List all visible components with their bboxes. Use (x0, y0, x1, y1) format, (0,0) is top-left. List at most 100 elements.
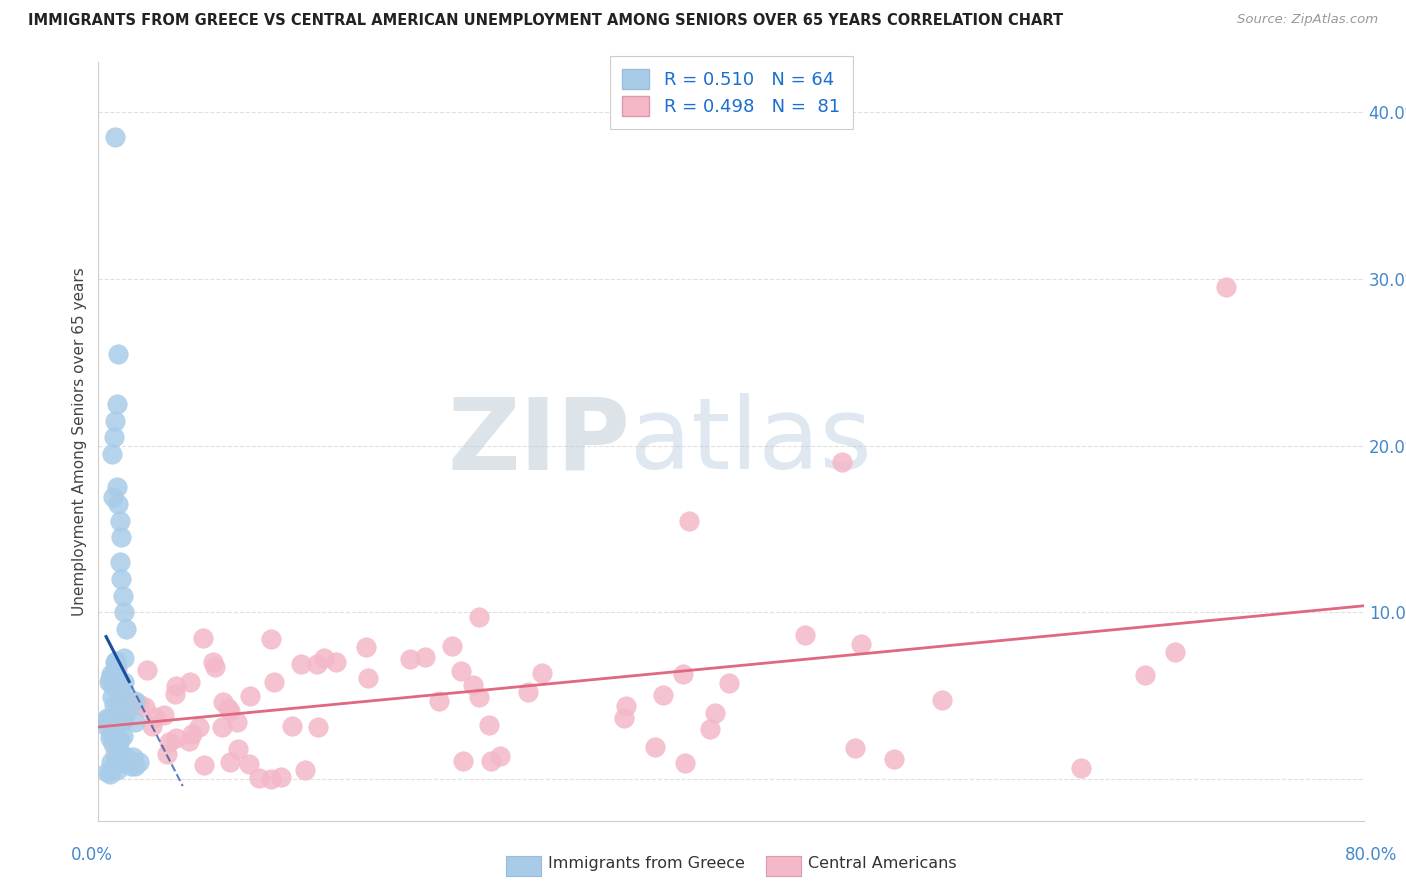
Point (136, 663, 159, 677)
Point (105, 480, 128, 494)
Point (239, 689, 262, 703)
Point (489, 749, 512, 764)
Point (107, 733, 129, 747)
Point (115, 706, 138, 720)
Point (613, 710, 636, 724)
Point (110, 572, 132, 586)
Point (413, 650, 436, 665)
Point (1133, 668, 1156, 682)
Point (165, 731, 187, 745)
Point (180, 726, 202, 740)
Text: 80.0%: 80.0% (1344, 846, 1398, 863)
Point (110, 714, 132, 728)
Point (111, 729, 134, 743)
Point (101, 738, 124, 752)
Point (111, 589, 134, 603)
Text: Central Americans: Central Americans (808, 856, 957, 871)
Point (238, 756, 260, 771)
Point (152, 707, 174, 722)
Text: ZIP: ZIP (447, 393, 630, 490)
Point (112, 651, 135, 665)
Point (114, 748, 136, 763)
Point (121, 696, 143, 710)
Point (134, 700, 156, 714)
Point (226, 742, 249, 756)
Point (104, 713, 127, 727)
Point (312, 650, 335, 665)
Point (831, 455, 853, 469)
Point (704, 706, 727, 720)
Point (467, 610, 489, 624)
Point (105, 706, 128, 721)
Point (110, 682, 132, 697)
Point (111, 714, 134, 729)
Point (121, 749, 143, 764)
Point (794, 628, 817, 642)
Point (101, 673, 124, 687)
Point (461, 678, 484, 692)
Point (104, 747, 127, 761)
Point (294, 763, 316, 777)
Point (101, 679, 124, 693)
Point (179, 675, 201, 690)
Point (104, 414, 127, 428)
Text: 0.0%: 0.0% (70, 846, 112, 863)
Point (1070, 761, 1092, 775)
Text: Source: ZipAtlas.com: Source: ZipAtlas.com (1237, 13, 1378, 27)
Point (104, 130, 127, 145)
Point (673, 756, 696, 770)
Point (110, 733, 132, 747)
Point (100, 727, 122, 741)
Point (644, 739, 666, 754)
Point (399, 651, 422, 665)
Point (931, 693, 953, 707)
Point (103, 490, 125, 504)
Point (531, 666, 554, 681)
Point (103, 734, 125, 748)
Point (120, 694, 142, 708)
Point (290, 657, 312, 671)
Point (202, 655, 225, 669)
Point (98, 673, 121, 687)
Point (166, 679, 188, 693)
Point (218, 704, 240, 718)
Point (96, 765, 118, 780)
Point (678, 514, 700, 528)
Point (110, 530, 132, 544)
Point (159, 735, 181, 749)
Point (450, 664, 472, 678)
Point (100, 755, 122, 769)
Point (468, 690, 491, 704)
Point (307, 657, 329, 671)
Point (260, 632, 283, 647)
Point (325, 656, 347, 670)
Point (108, 688, 131, 702)
Point (104, 665, 127, 680)
Point (97, 674, 120, 689)
Point (128, 755, 150, 769)
Point (105, 764, 128, 778)
Point (219, 755, 242, 769)
Point (96, 720, 118, 734)
Legend: R = 0.510   N = 64, R = 0.498   N =  81: R = 0.510 N = 64, R = 0.498 N = 81 (610, 56, 852, 128)
Point (105, 716, 128, 731)
Point (478, 718, 501, 732)
Point (100, 666, 122, 681)
Point (652, 689, 675, 703)
Point (108, 555, 131, 569)
Point (247, 771, 270, 785)
Text: IMMIGRANTS FROM GREECE VS CENTRAL AMERICAN UNEMPLOYMENT AMONG SENIORS OVER 65 YE: IMMIGRANTS FROM GREECE VS CENTRAL AMERIC… (28, 13, 1063, 29)
Point (105, 397, 128, 411)
Point (225, 715, 247, 730)
Point (114, 605, 136, 619)
Text: atlas: atlas (630, 393, 872, 490)
Y-axis label: Unemployment Among Seniors over 65 years: Unemployment Among Seniors over 65 years (72, 268, 87, 615)
Point (104, 655, 127, 669)
Point (188, 720, 211, 734)
Point (98, 767, 121, 781)
Point (110, 754, 132, 768)
Point (112, 751, 135, 765)
Point (107, 497, 129, 511)
Point (128, 697, 150, 711)
Point (104, 661, 127, 675)
